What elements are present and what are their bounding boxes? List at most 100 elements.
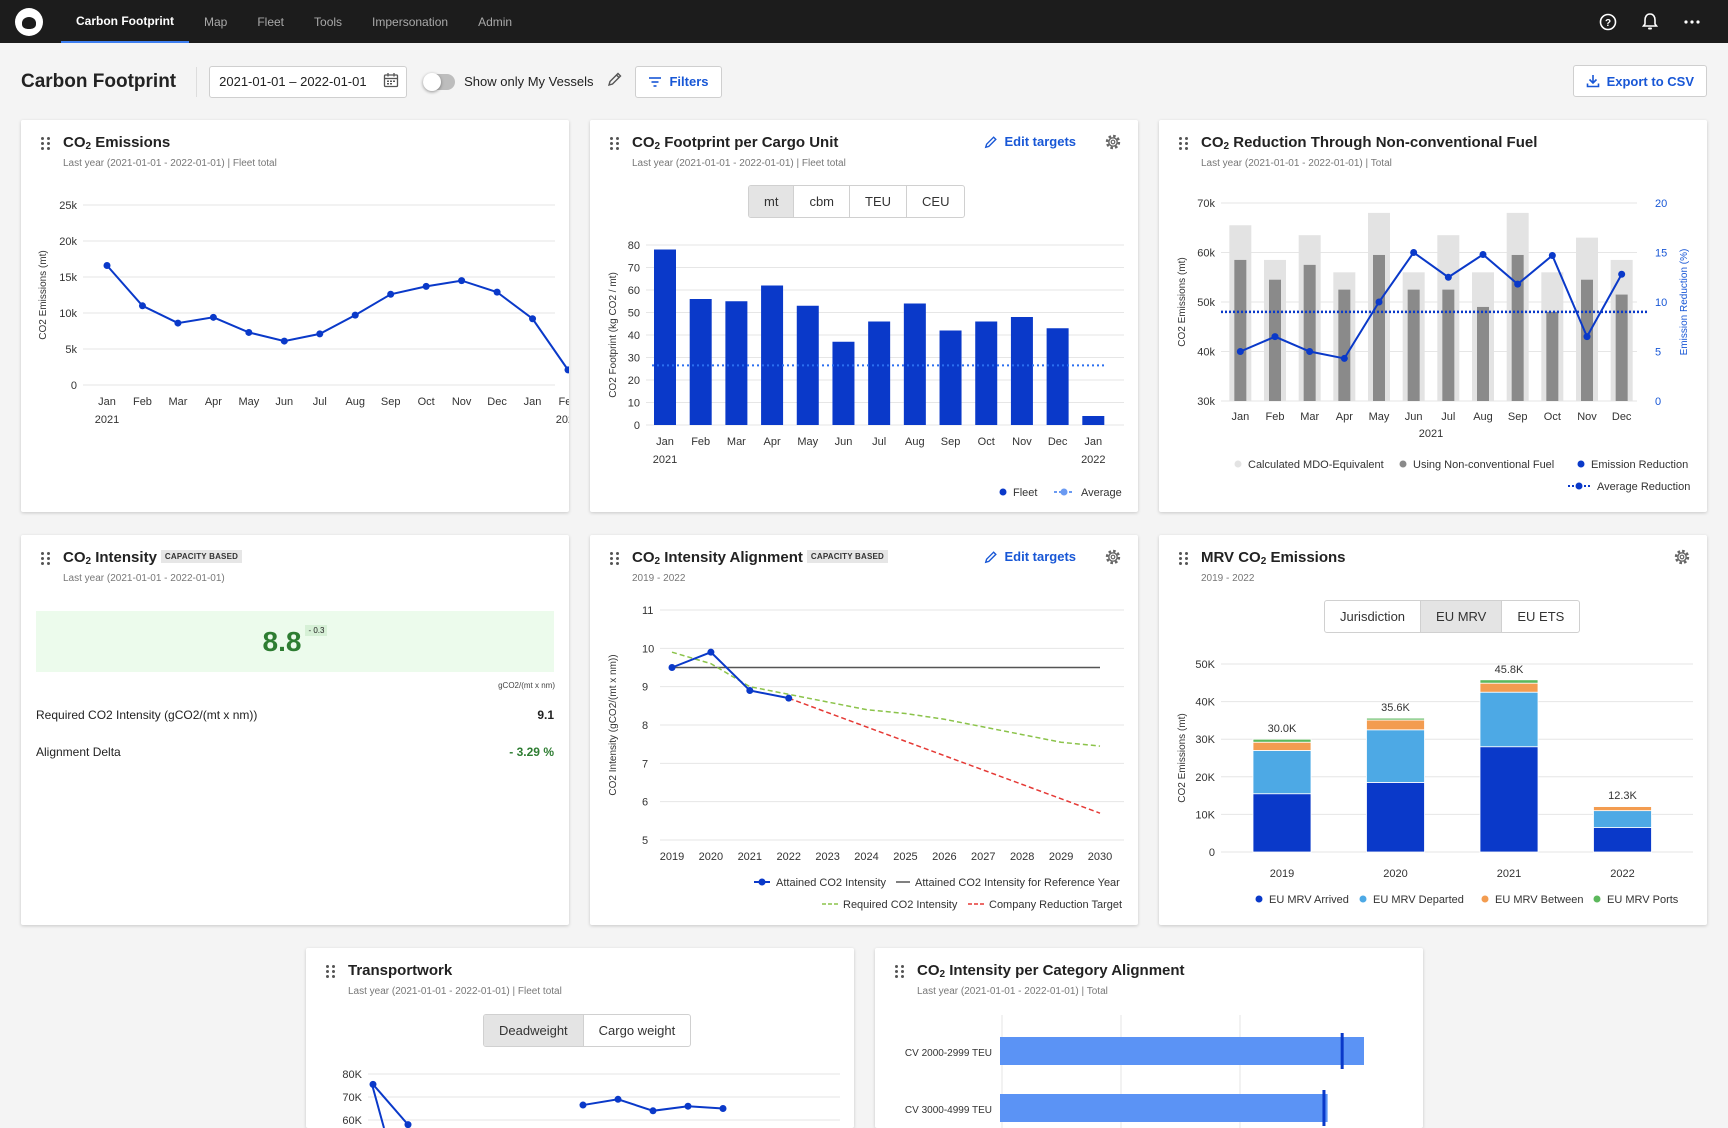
y2-tick-label: 15 [1655,248,1667,260]
legend-label: Attained CO2 Intensity for Reference Yea… [915,877,1120,889]
data-point [1375,298,1383,306]
data-point [746,687,754,694]
x-tick-label: 2022 [776,851,800,863]
legend-label: Calculated MDO-Equivalent [1248,459,1384,471]
legend-marker [1234,460,1242,468]
x-tick-label: May [797,436,818,448]
mrv-stacked-bar-chart: 0 10K 20K 30K 40K 50K CO2 Emissions (mt) 30.0K 2… [1177,659,1693,906]
card-subtitle: Last year (2021-01-01 - 2022-01-01) | Fl… [63,158,277,169]
x-tick-label: Jul [1441,411,1455,423]
y-axis-label: CO2 Intensity (gCO2/(mt x nm)) [608,654,619,795]
x-year-label: 2022 [556,414,569,426]
nav-item-map[interactable]: Map [203,14,228,29]
nav-item-admin[interactable]: Admin [478,14,513,29]
filters-label: Filters [669,74,709,89]
data-point [138,302,146,310]
bar [654,249,676,425]
stacked-segment [1366,782,1425,853]
mrv-tab-jurisdiction[interactable]: Jurisdiction [1340,609,1406,624]
series-line [671,651,1101,747]
x-tick-label: Sep [1508,411,1528,423]
emission-reduction-line [1239,251,1623,360]
intensity-alignment-line-chart: 5 6 7 8 9 10 11 2019 2020 2021 2022 2023 2024 2025 202… [608,605,1124,911]
nav-item-fleet[interactable]: Fleet [257,14,285,29]
unit-tab-cbm[interactable]: cbm [793,186,849,217]
y-tick-label: 30K [1195,734,1215,746]
transportwork-tab-cargo-weight[interactable]: Cargo weight [582,1015,691,1046]
legend-marker [1575,482,1583,490]
filters-button[interactable]: Filters [635,65,722,98]
mrv-tab-eu-ets[interactable]: EU ETS [1501,601,1579,632]
my-vessels-toggle[interactable] [423,72,456,91]
drag-handle-icon[interactable] [610,137,620,151]
unit-tab-teu[interactable]: TEU [849,186,906,217]
stacked-segment [1593,806,1652,812]
y-tick-label: 5k [65,344,77,356]
data-point [387,290,395,298]
settings-gear-icon[interactable] [1104,548,1122,571]
nav-item-impersonation[interactable]: Impersonation [372,14,449,29]
edit-vessels-pencil-icon[interactable] [607,71,623,92]
bar [975,321,998,425]
more-options-icon[interactable] [1682,12,1702,32]
y-tick-label: 11 [642,605,653,617]
x-tick-label: Feb [133,396,152,408]
drag-handle-icon[interactable] [326,965,336,979]
x-year-label: 2022 [1081,454,1105,466]
x-tick-label: Dec [1048,436,1068,448]
category-bar [1000,1094,1328,1122]
export-csv-button[interactable]: Export to CSV [1572,65,1707,97]
date-range-input[interactable]: 2021-01-01 – 2022-01-01 [209,65,408,98]
cargo-unit-selector: mt cbm TEU CEU [748,185,966,218]
y-tick-label: 80 [628,240,640,252]
settings-gear-icon[interactable] [1673,548,1691,571]
edit-targets-button[interactable]: Edit targets [984,549,1076,564]
alignment-delta-label: Alignment Delta [36,745,121,759]
data-point [668,664,676,671]
unit-tab-mt[interactable]: mt [749,186,794,217]
y-tick-label: 8 [642,720,648,732]
stacked-segment [1252,738,1312,743]
data-point [422,282,430,290]
calendar-icon[interactable] [383,72,399,91]
app-logo[interactable] [15,7,43,36]
drag-handle-icon[interactable] [1179,137,1189,151]
y-tick-label: 0 [1209,847,1215,859]
data-point [458,277,466,285]
settings-gear-icon[interactable] [1104,133,1122,156]
y-axis-label: CO2 Footprint (kg CO2 / mt) [608,272,619,398]
edit-targets-button[interactable]: Edit targets [984,134,1076,149]
y2-axis-label: Emission Reduction (%) [1679,249,1690,356]
notifications-bell-icon[interactable] [1640,12,1660,32]
nav-item-carbon-footprint[interactable]: Carbon Footprint [61,0,189,43]
date-range-value: 2021-01-01 – 2022-01-01 [219,74,367,89]
bar [761,285,784,425]
x-tick-label: Jul [313,396,327,408]
legend-label: Average Reduction [1597,481,1690,493]
nav-item-tools[interactable]: Tools [314,14,343,29]
help-icon[interactable]: ? [1598,12,1618,32]
co2-emissions-card: CO2 Emissions Last year (2021-01-01 - 20… [21,120,569,512]
drag-handle-icon[interactable] [895,965,905,979]
x-tick-label: Nov [452,396,472,408]
drag-handle-icon[interactable] [1179,552,1189,566]
card-title: CO2 Intensity Alignment CAPACITY BASED [632,549,889,567]
mrv-tab-eu-mrv[interactable]: EU MRV [1420,601,1502,632]
card-title: MRV CO2 Emissions [1201,549,1346,567]
unit-tab-ceu[interactable]: CEU [906,186,964,217]
stacked-segment [1252,793,1312,853]
non-conventional-bar [1338,289,1351,401]
drag-handle-icon[interactable] [41,552,51,566]
y-tick-label: 70k [1197,198,1215,210]
drag-handle-icon[interactable] [41,137,51,151]
x-tick-label: Nov [1012,436,1032,448]
x-tick-label: 2029 [1049,851,1073,863]
y-tick-label: 60 [628,285,640,297]
y-tick-label: 40K [1195,697,1215,709]
transportwork-tab-deadweight[interactable]: Deadweight [484,1015,583,1046]
intensity-value: 8.8 [262,625,302,657]
drag-handle-icon[interactable] [610,552,620,566]
transportwork-tab-selector: Deadweight Cargo weight [483,1014,692,1047]
non-conventional-bar [1373,254,1385,401]
x-tick-label: Jun [275,396,293,408]
